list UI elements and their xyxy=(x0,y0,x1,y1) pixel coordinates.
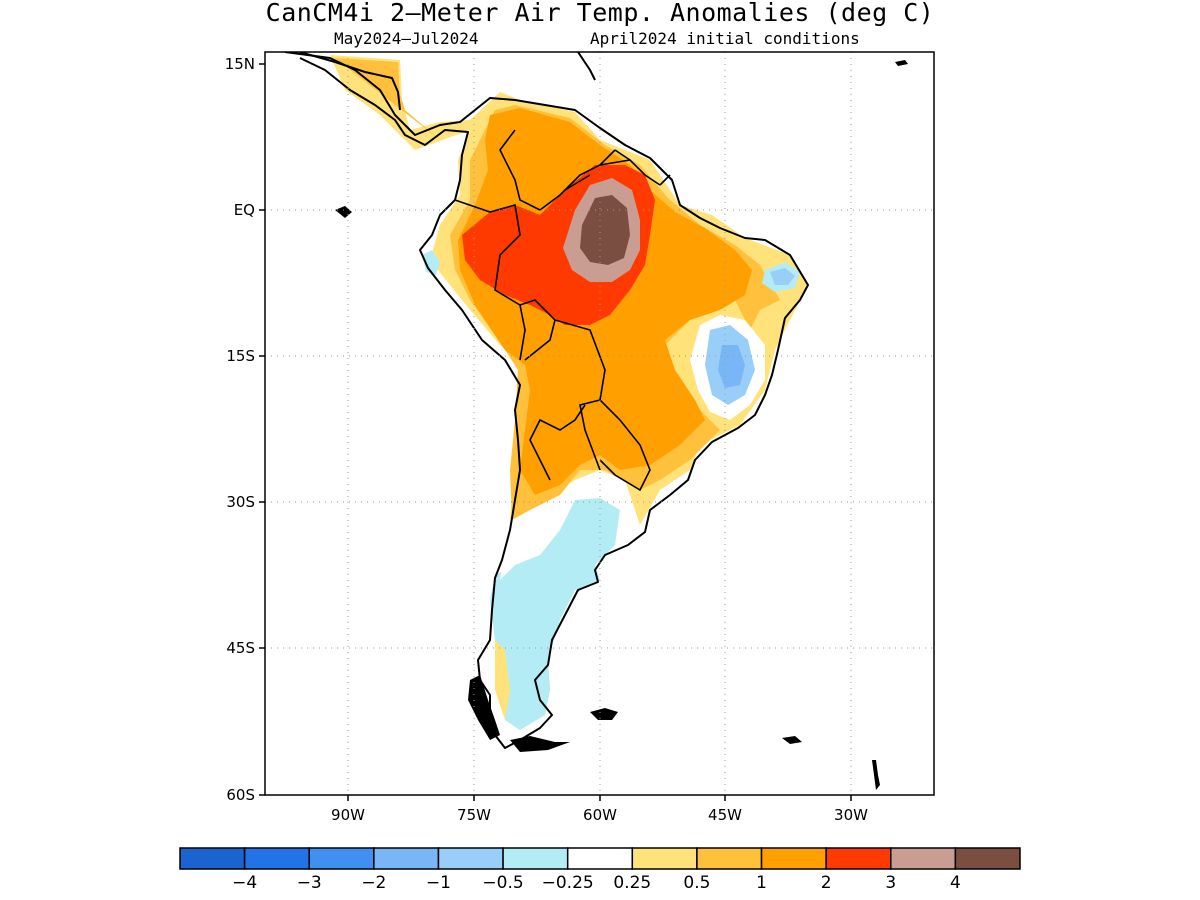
colorbar-swatch xyxy=(566,847,634,870)
coastline-central-america xyxy=(299,52,596,111)
colorbar-swatch xyxy=(890,847,957,870)
lat-label-eq: EQ xyxy=(234,201,255,219)
island-tierra-del-fuego xyxy=(510,736,570,752)
borders xyxy=(454,129,671,492)
longitude-labels: 90W 75W 60W 45W 30W xyxy=(331,806,868,824)
anomaly-field-cool-1 xyxy=(490,498,620,730)
map-area xyxy=(284,52,908,790)
forecast-period: May2024—Jul2024 xyxy=(334,29,479,48)
colorbar-swatch xyxy=(760,847,827,870)
colorbar-swatch xyxy=(373,847,440,870)
island-falklands xyxy=(590,708,618,720)
lat-label-60s: 60S xyxy=(226,786,255,804)
island-galapagos xyxy=(335,206,352,218)
colorbar-label: 4 xyxy=(950,873,961,893)
colorbar-swatch xyxy=(179,847,246,870)
colorbar-label: 0.5 xyxy=(683,873,710,893)
island-caribbean xyxy=(895,60,908,66)
latitude-labels: 15N EQ 15S 30S 45S 60S xyxy=(225,55,255,804)
colorbar-swatch xyxy=(308,847,375,870)
island-south-sandwich xyxy=(872,760,880,790)
lat-label-15n: 15N xyxy=(225,55,255,73)
colorbar-label: −0.25 xyxy=(542,873,594,893)
anomaly-field-cool-east-3 xyxy=(718,345,745,388)
lat-label-30s: 30S xyxy=(226,493,255,511)
colorbar-label: 2 xyxy=(821,873,832,893)
chart-title: CanCM4i 2—Meter Air Temp. Anomalies (deg… xyxy=(265,0,935,27)
colorbar-swatch xyxy=(243,847,310,870)
colorbar-label: 1 xyxy=(756,873,767,893)
lon-label-45w: 45W xyxy=(708,806,742,824)
colorbar-swatch xyxy=(502,847,569,870)
colorbar-label: 3 xyxy=(885,873,896,893)
lon-label-30w: 30W xyxy=(834,806,868,824)
colorbar-label: −3 xyxy=(297,873,322,893)
lat-label-15s: 15S xyxy=(226,347,255,365)
colorbar-swatch xyxy=(437,847,504,870)
initial-conditions: April2024 initial conditions xyxy=(590,29,860,48)
anomaly-field-warm-6 xyxy=(580,195,630,265)
anomaly-field-neutral xyxy=(500,470,640,580)
colorbar-swatch xyxy=(825,847,892,870)
colorbar-label: −1 xyxy=(426,873,451,893)
colorbar-swatch xyxy=(954,847,1021,870)
anomaly-field-cool-ne-inner xyxy=(770,268,795,285)
colorbar-swatch xyxy=(696,847,763,870)
colorbar-label: −4 xyxy=(232,873,257,893)
colorbar-label: −2 xyxy=(361,873,386,893)
colorbar xyxy=(179,847,1021,870)
anomaly-field-cool-west xyxy=(422,250,440,275)
colorbar-label: 0.25 xyxy=(613,873,651,893)
lon-label-75w: 75W xyxy=(457,806,491,824)
axis-ticks xyxy=(259,63,852,801)
colorbar-label: −0.5 xyxy=(482,873,523,893)
island-chiloe-archipelago xyxy=(468,675,500,740)
lon-label-90w: 90W xyxy=(331,806,365,824)
lat-label-45s: 45S xyxy=(226,639,255,657)
island-south-georgia xyxy=(782,736,802,744)
colorbar-labels: −4 −3 −2 −1 −0.5 −0.25 0.25 0.5 1 2 3 4 xyxy=(232,873,961,893)
colorbar-swatch xyxy=(631,847,698,870)
coastline-south-america xyxy=(284,52,809,749)
lon-label-60w: 60W xyxy=(583,806,617,824)
